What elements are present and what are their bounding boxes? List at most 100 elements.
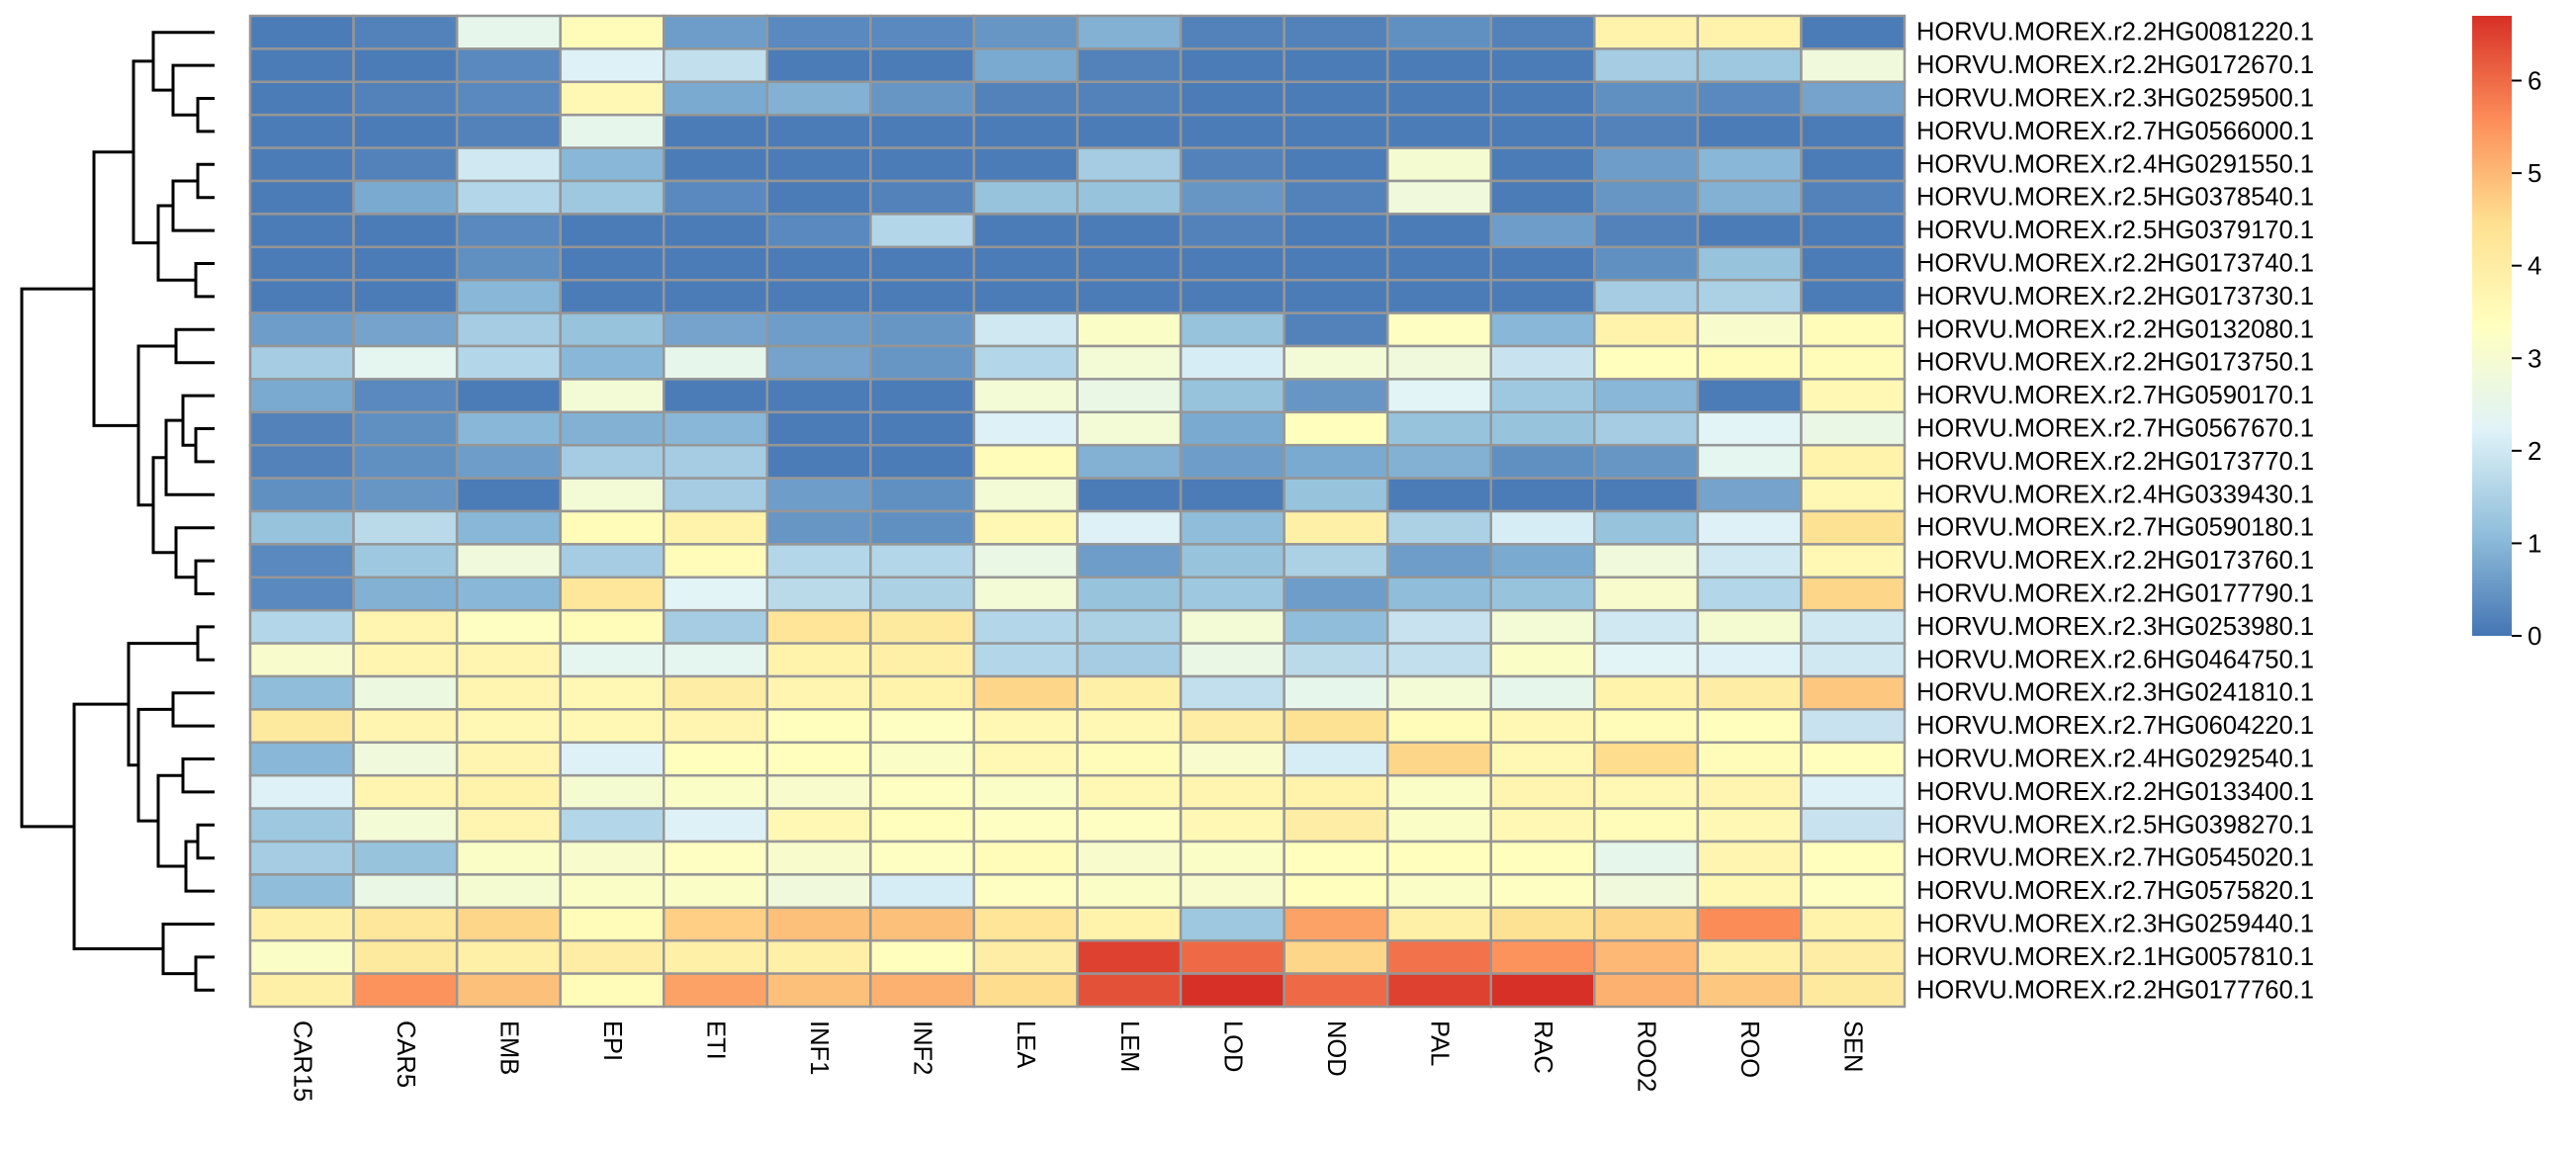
dendrogram-branch: [92, 150, 138, 427]
heatmap-cell: [1385, 873, 1492, 910]
heatmap-cell: [248, 807, 355, 843]
heatmap-cell: [663, 477, 769, 513]
heatmap-cell: [455, 443, 562, 480]
heatmap-cell: [1489, 179, 1596, 216]
heatmap-cell: [1800, 642, 1907, 678]
heatmap-cell: [1800, 938, 1907, 975]
heatmap-cell: [1179, 608, 1286, 645]
heatmap-cell: [1696, 906, 1803, 942]
heatmap-cell: [1489, 938, 1596, 975]
heatmap-cell: [765, 47, 872, 84]
heatmap-cell: [1696, 311, 1803, 348]
dendrogram-branch: [127, 642, 198, 767]
heatmap-cell: [765, 674, 872, 711]
heatmap-cell: [559, 807, 666, 843]
column-label: SEN: [1839, 1021, 1867, 1072]
row-label: HORVU.MOREX.r2.2HG0081220.1: [1916, 19, 2314, 46]
heatmap-cell: [1800, 179, 1907, 216]
heatmap-cell: [1179, 477, 1286, 513]
heatmap-cell: [1283, 807, 1389, 843]
dendrogram-branch: [194, 427, 215, 464]
heatmap-cell: [1283, 378, 1389, 414]
heatmap-cell: [1385, 245, 1492, 282]
heatmap-cell: [765, 608, 872, 645]
heatmap-cell: [559, 410, 666, 447]
heatmap-cell: [1385, 840, 1492, 876]
heatmap-cell: [972, 807, 1079, 843]
heatmap-cell: [972, 642, 1079, 678]
heatmap-cell: [1283, 938, 1389, 975]
heatmap-cell: [352, 938, 459, 975]
heatmap-cell: [1489, 344, 1596, 381]
heatmap-cell: [1385, 674, 1492, 711]
dendrogram-branch: [20, 287, 94, 829]
heatmap-cell: [972, 410, 1079, 447]
heatmap-cell: [765, 245, 872, 282]
heatmap-cell: [352, 972, 459, 1009]
heatmap-cell: [455, 708, 562, 745]
heatmap-cell: [869, 311, 976, 348]
heatmap-cell: [248, 509, 355, 546]
heatmap-cell: [1489, 972, 1596, 1009]
heatmap-cell: [1489, 840, 1596, 876]
heatmap-cell: [248, 113, 355, 149]
heatmap-cell: [1179, 840, 1286, 876]
heatmap-cell: [559, 674, 666, 711]
heatmap-cell: [765, 311, 872, 348]
heatmap-cell: [1489, 113, 1596, 149]
heatmap-cell: [1076, 179, 1183, 216]
heatmap-cell: [663, 179, 769, 216]
heatmap-cell: [559, 344, 666, 381]
heatmap-cell: [765, 14, 872, 50]
heatmap-cell: [1179, 576, 1286, 612]
dendrogram-branch: [196, 162, 215, 200]
dendrogram-branch: [184, 840, 215, 893]
heatmap-cell: [352, 179, 459, 216]
heatmap-cell: [972, 608, 1079, 645]
legend-tick-label: 4: [2528, 251, 2541, 281]
heatmap-cell: [1076, 311, 1183, 348]
heatmap-cell: [663, 410, 769, 447]
heatmap-cell: [972, 311, 1079, 348]
heatmap-cell: [1179, 344, 1286, 381]
heatmap-cell: [1800, 509, 1907, 546]
heatmap-cell: [972, 477, 1079, 513]
heatmap-cell: [1179, 245, 1286, 282]
heatmap-cell: [1283, 113, 1389, 149]
column-label: ETI: [702, 1021, 730, 1060]
heatmap-cell: [972, 245, 1079, 282]
heatmap-cell: [1593, 113, 1700, 149]
heatmap-cell: [248, 938, 355, 975]
heatmap-cell: [248, 840, 355, 876]
heatmap-cell: [1076, 80, 1183, 117]
heatmap-cell: [1489, 708, 1596, 745]
heatmap-cell: [1593, 608, 1700, 645]
heatmap-cell: [248, 311, 355, 348]
dendrogram-branch: [196, 625, 215, 662]
heatmap-cell: [455, 906, 562, 942]
heatmap-cell: [663, 14, 769, 50]
row-label: HORVU.MOREX.r2.7HG0590180.1: [1916, 514, 2314, 542]
column-label: CAR15: [288, 1021, 315, 1102]
heatmap-cell: [663, 47, 769, 84]
legend-tick-label: 3: [2528, 343, 2541, 373]
color-legend: 0 1 2 3 4 5 6: [2472, 16, 2541, 651]
heatmap-cell: [1696, 47, 1803, 84]
heatmap-cell: [663, 576, 769, 612]
dendrogram-branch: [161, 923, 215, 976]
heatmap-cell: [1179, 708, 1286, 745]
heatmap-cell: [1385, 146, 1492, 183]
heatmap-cell: [1385, 642, 1492, 678]
heatmap-cell: [972, 509, 1079, 546]
heatmap-cell: [248, 410, 355, 447]
heatmap-cell: [1076, 642, 1183, 678]
heatmap-cell: [869, 873, 976, 910]
heatmap-cell: [1489, 146, 1596, 183]
heatmap-cell: [869, 674, 976, 711]
heatmap-cell: [559, 972, 666, 1009]
heatmap-cell: [1385, 378, 1492, 414]
heatmap-cell: [1593, 80, 1700, 117]
heatmap-cell: [1283, 410, 1389, 447]
row-label: HORVU.MOREX.r2.7HG0566000.1: [1916, 118, 2314, 145]
row-label: HORVU.MOREX.r2.4HG0291550.1: [1916, 150, 2314, 178]
